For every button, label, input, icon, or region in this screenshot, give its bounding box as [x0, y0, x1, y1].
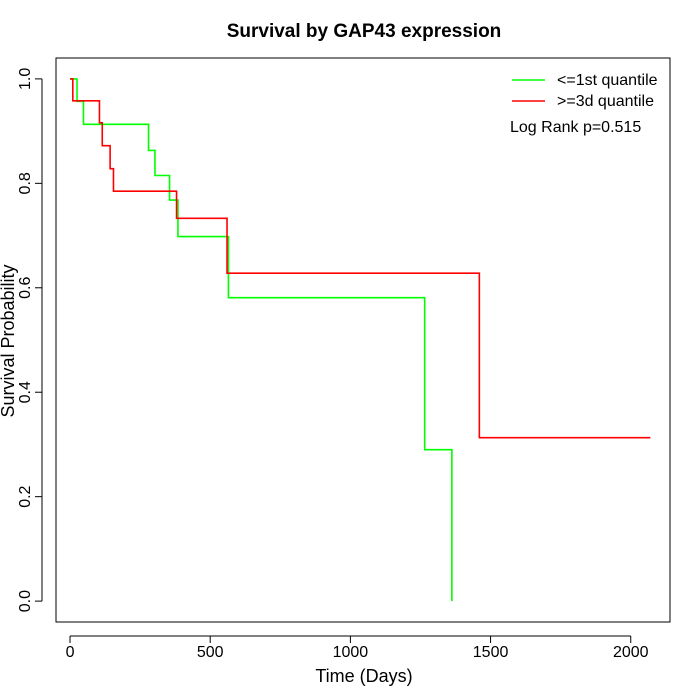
survival-curve-2: [70, 78, 651, 439]
chart-title: Survival by GAP43 expression: [227, 21, 502, 42]
y-tick-label: 0.0: [17, 590, 34, 612]
legend-label-1: <=1st quantile: [557, 72, 658, 89]
y-tick-label: 1.0: [17, 68, 34, 90]
series-layer: [70, 78, 651, 602]
legend-label-2: >=3d quantile: [557, 93, 654, 110]
y-tick-label: 0.2: [17, 485, 34, 507]
x-tick-label: 1500: [473, 644, 509, 661]
x-tick-label: 0: [66, 644, 75, 661]
legend: <=1st quantile >=3d quantile: [512, 72, 658, 110]
survival-curve-1: [70, 78, 453, 602]
plot-frame: [55, 57, 671, 623]
y-axis-label: Survival Probability: [0, 264, 18, 417]
x-tick-label: 2000: [613, 644, 649, 661]
y-axis: 0.0 0.2 0.4 0.6 0.8 1.0: [17, 68, 43, 612]
x-axis: 0 500 1000 1500 2000: [66, 635, 649, 661]
y-tick-label: 0.4: [17, 381, 34, 403]
log-rank-annotation: Log Rank p=0.515: [510, 119, 641, 136]
x-tick-label: 500: [197, 644, 224, 661]
y-tick-label: 0.6: [17, 277, 34, 299]
x-axis-label: Time (Days): [315, 666, 412, 686]
x-tick-label: 1000: [333, 644, 369, 661]
y-tick-label: 0.8: [17, 172, 34, 194]
